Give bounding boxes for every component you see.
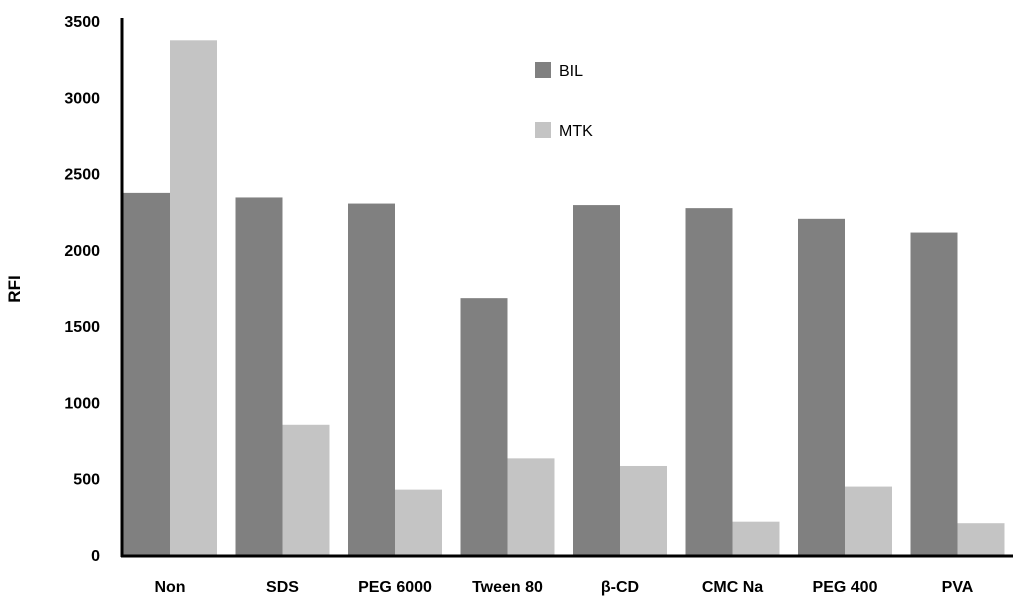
x-tick-label: CMC Na (702, 579, 763, 596)
bar-bil (573, 205, 620, 557)
y-tick-label: 500 (73, 472, 100, 489)
bar-mtk (282, 424, 330, 556)
bar-mtk (732, 521, 780, 556)
legend: BIL MTK (535, 62, 593, 140)
bar-bil (348, 203, 395, 556)
y-tick-label: 0 (91, 548, 100, 565)
x-tick-label: PEG 6000 (358, 579, 432, 596)
y-tick-label: 2500 (64, 167, 100, 184)
y-axis-ticks: 0 500 1000 1500 2000 2500 3000 3500 (64, 14, 100, 565)
bar-mtk (395, 489, 442, 556)
legend-swatch-mtk (535, 122, 551, 138)
bar-mtk (845, 486, 892, 556)
y-tick-label: 2000 (64, 243, 100, 260)
bar-bil (910, 232, 958, 556)
legend-swatch-bil (535, 62, 551, 78)
x-tick-label: Tween 80 (472, 579, 543, 596)
legend-label-mtk: MTK (559, 123, 593, 140)
y-axis-title: RFI (5, 275, 24, 302)
y-tick-label: 1500 (64, 319, 100, 336)
bar-bil (123, 192, 170, 556)
bar-mtk (507, 458, 555, 556)
x-tick-label: PVA (942, 579, 974, 596)
x-tick-label: β-CD (601, 579, 639, 596)
bar-mtk (957, 523, 1005, 556)
x-tick-label: SDS (266, 579, 299, 596)
y-tick-label: 1000 (64, 395, 100, 412)
y-tick-label: 3500 (64, 14, 100, 31)
bars-group (123, 40, 1005, 557)
x-tick-label: Non (154, 579, 185, 596)
bar-bil (798, 218, 845, 556)
x-axis-labels: Non SDS PEG 6000 Tween 80 β-CD CMC Na PEG 400 P… (154, 579, 973, 596)
x-tick-label: PEG 400 (813, 579, 878, 596)
bar-mtk (620, 465, 667, 556)
bar-bil (685, 208, 733, 556)
bar-bil (235, 197, 283, 556)
y-tick-label: 3000 (64, 90, 100, 107)
legend-label-bil: BIL (559, 63, 583, 80)
bar-bil (460, 298, 508, 556)
bar-mtk (170, 40, 217, 556)
